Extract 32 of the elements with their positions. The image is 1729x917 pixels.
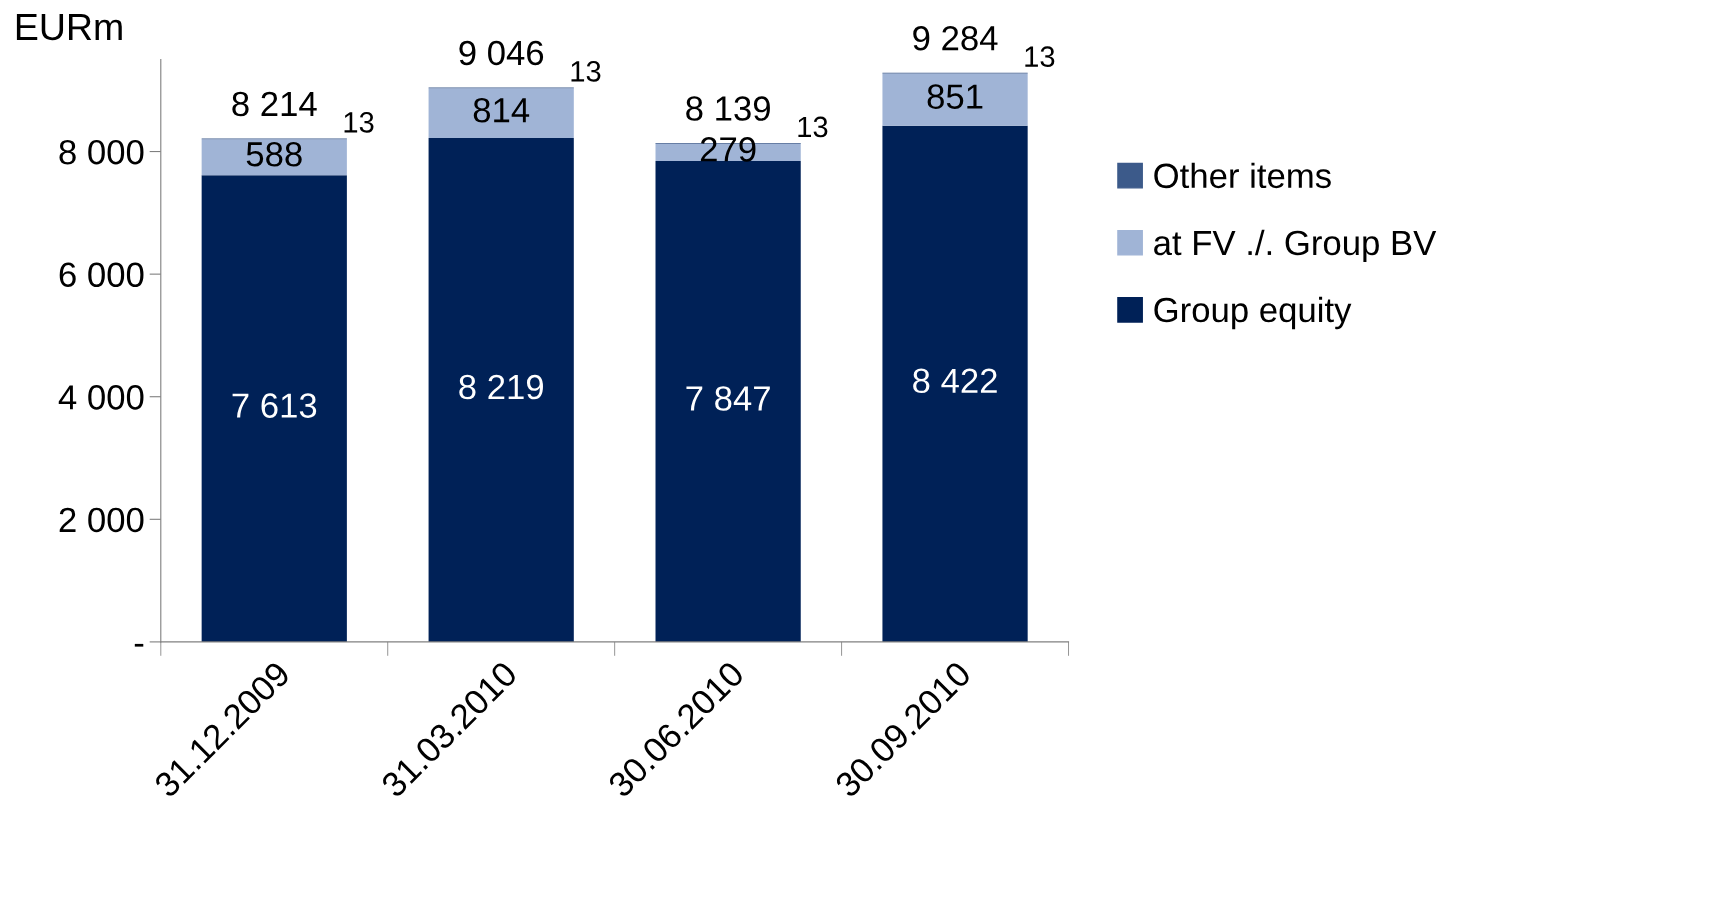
bar xyxy=(882,125,1028,642)
data-label: 8 219 xyxy=(459,374,543,400)
data-label: 7 613 xyxy=(232,393,317,418)
total-label: 8 214 xyxy=(232,91,317,117)
legend-label: at FV ./. Group BV xyxy=(1154,229,1437,263)
bar xyxy=(655,160,801,642)
y-tick-label: 6 000 xyxy=(59,262,144,288)
bar xyxy=(201,175,347,642)
total-label: 9 046 xyxy=(459,40,544,66)
y-tick-label: 4 000 xyxy=(58,385,144,410)
legend-label: Group equity xyxy=(1154,296,1352,330)
legend-label: Other items xyxy=(1154,162,1331,189)
data-label: 8 422 xyxy=(913,368,997,394)
data-label: 7 847 xyxy=(686,386,770,411)
bar xyxy=(428,88,574,139)
data-label: 851 xyxy=(927,84,983,109)
bar xyxy=(201,139,347,176)
total-label: 9 284 xyxy=(913,25,998,51)
y-axis-title: EURm xyxy=(16,14,122,41)
y-tick-label: 2 000 xyxy=(59,507,144,533)
y-tick-label: - xyxy=(134,643,144,647)
bar xyxy=(428,138,574,642)
bar xyxy=(882,73,1028,126)
total-label: 8 139 xyxy=(686,96,770,121)
data-label: 13 xyxy=(1025,46,1055,67)
data-label: 279 xyxy=(700,137,756,162)
data-label: 13 xyxy=(344,112,374,133)
y-tick-label: 8 000 xyxy=(59,139,144,165)
data-label: 13 xyxy=(571,61,601,82)
data-label: 814 xyxy=(473,97,530,123)
data-label: 13 xyxy=(798,116,828,138)
data-label: 588 xyxy=(246,141,302,167)
